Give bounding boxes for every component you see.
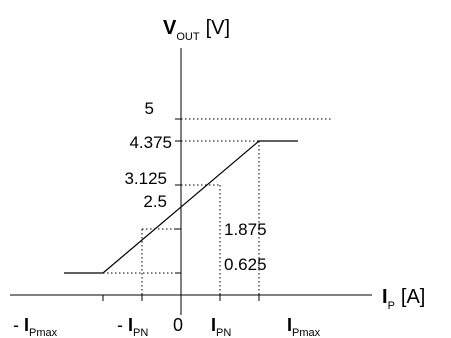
label-group: 5 4.375 3.125 2.5 1.875 0.625 - IPmax - IPN 0 IPN… xyxy=(13,17,425,338)
x-tick-label: IPmax xyxy=(287,315,321,338)
y-tick-label: 2.5 xyxy=(143,192,167,211)
axes xyxy=(10,48,372,315)
y-tick-label: 3.125 xyxy=(124,169,167,188)
x-axis-title: IP [A] xyxy=(382,286,425,312)
x-tick-label: 0 xyxy=(173,315,183,335)
y-tick-label: 5 xyxy=(145,99,154,118)
series-group xyxy=(64,140,298,274)
y-tick-label: 4.375 xyxy=(129,133,172,152)
x-tick-label: - IPmax xyxy=(13,315,58,338)
y-inner-label: 1.875 xyxy=(224,220,267,239)
y-axis-title: VOUT [V] xyxy=(163,17,230,43)
transfer-characteristic-line xyxy=(64,140,298,274)
guide-lines xyxy=(103,118,333,295)
tick-group xyxy=(102,118,260,301)
x-tick-label: - IPN xyxy=(117,315,148,338)
x-tick-label: IPN xyxy=(211,315,231,338)
y-inner-label: 0.625 xyxy=(224,255,267,274)
